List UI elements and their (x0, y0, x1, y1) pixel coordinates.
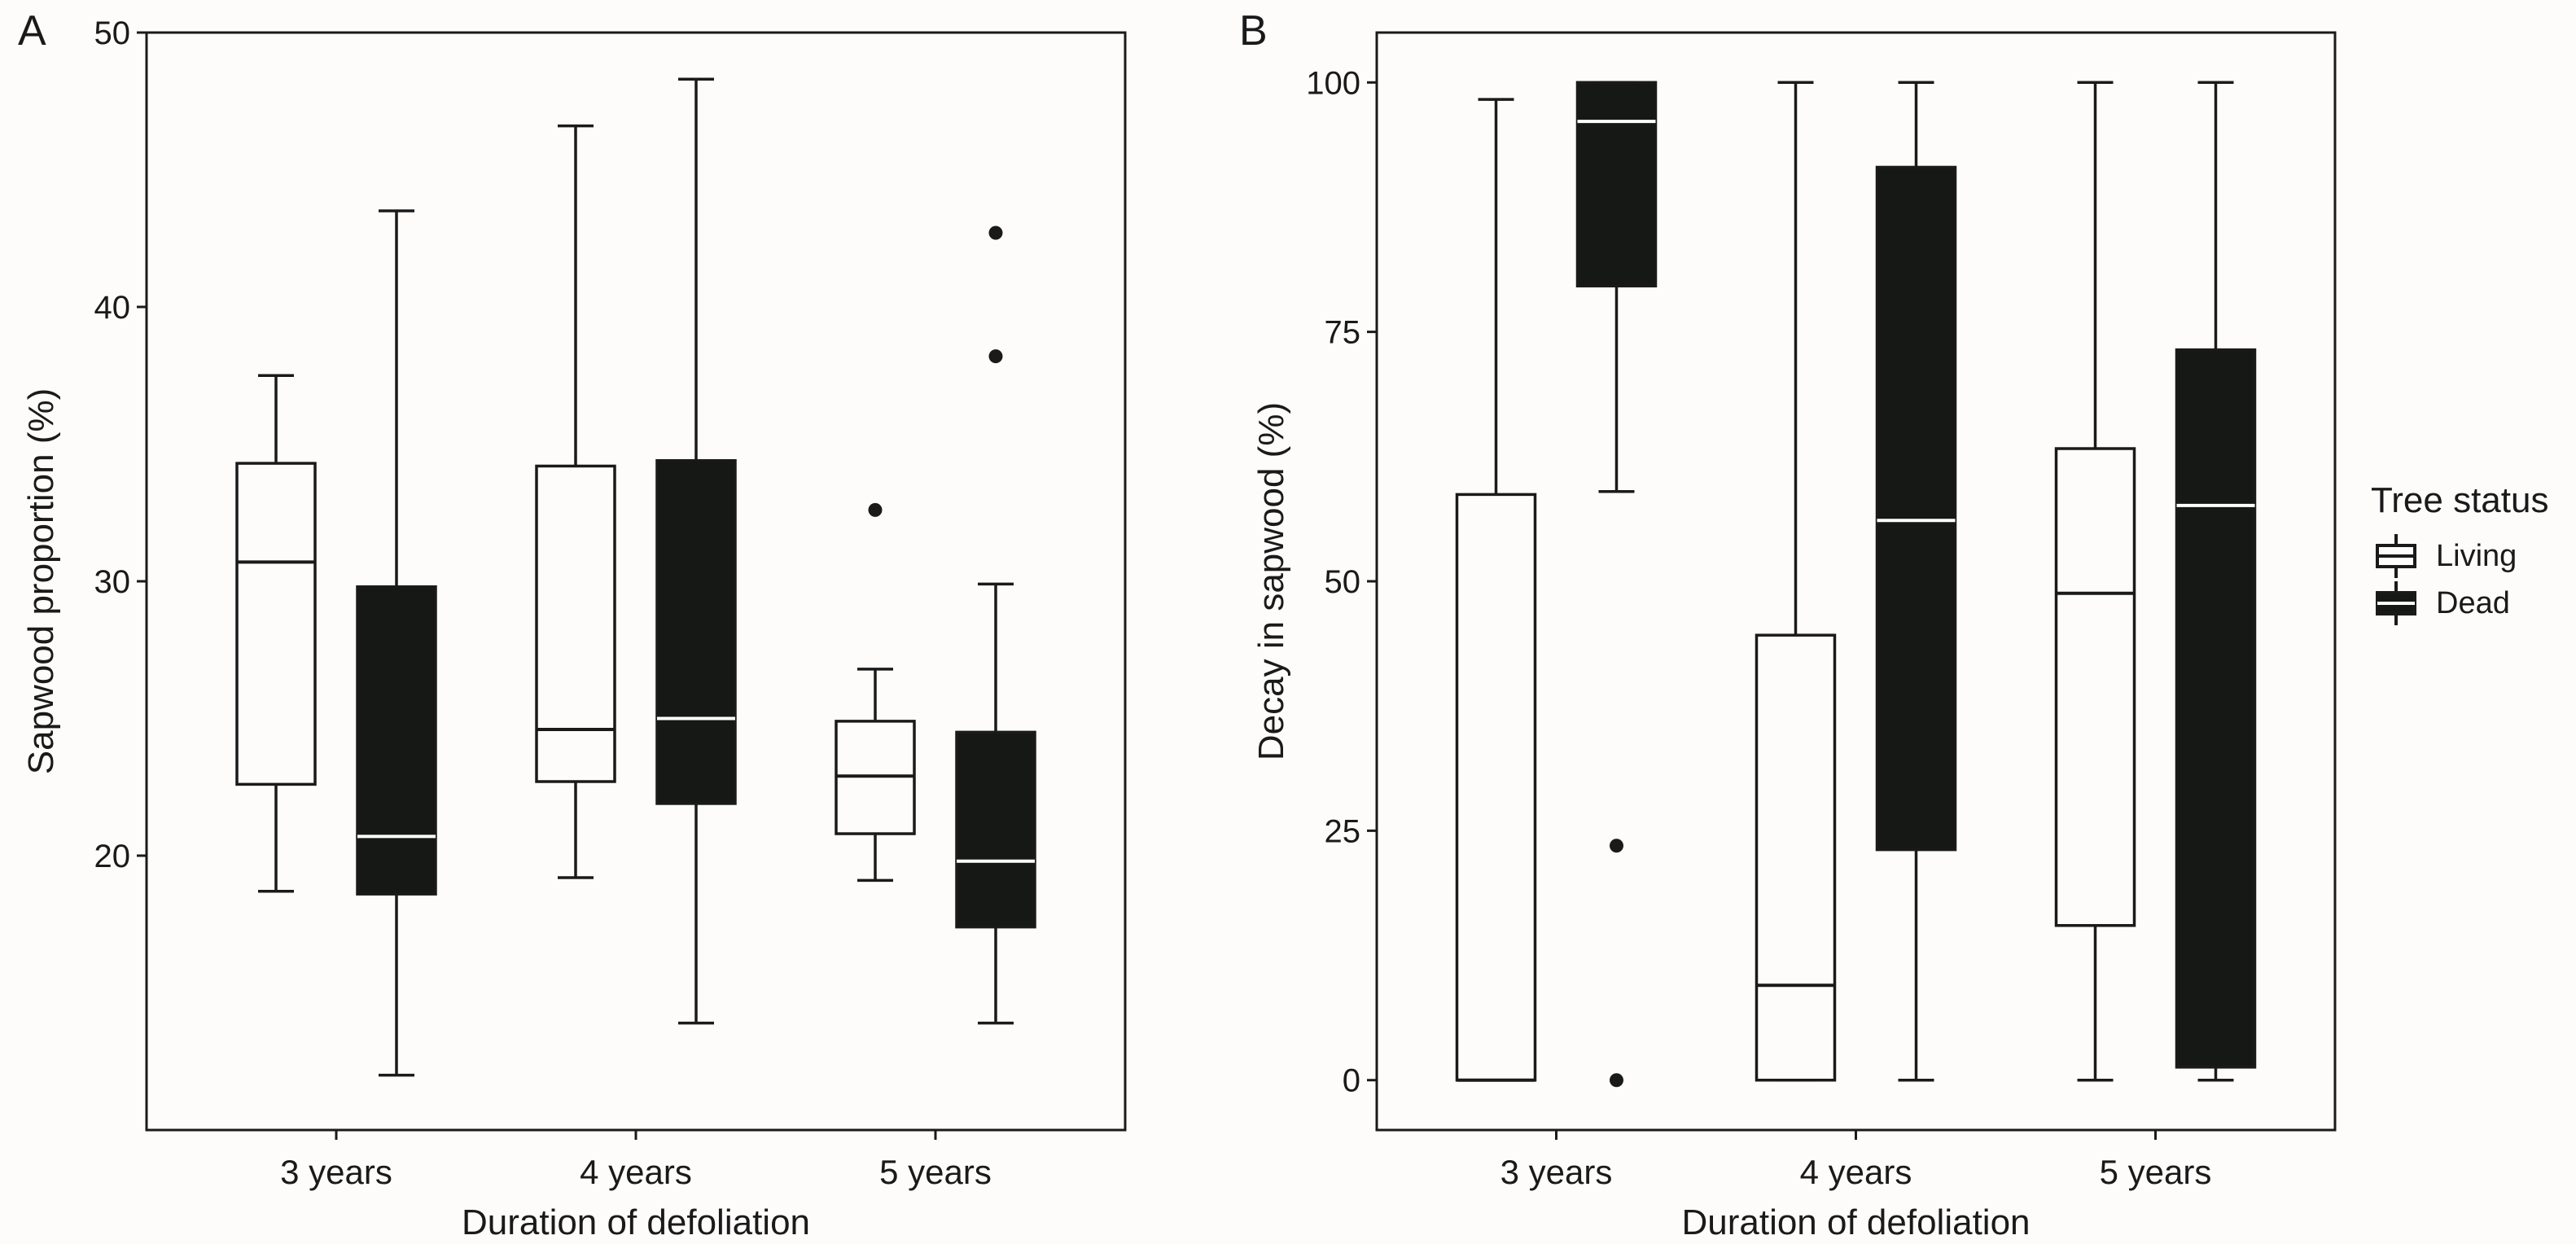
box-body (1875, 165, 1957, 852)
panel-b-box-living-0 (1455, 98, 1537, 1082)
panel-b-y-tick-label: 75 (1325, 315, 1361, 351)
panel-a-box-dead-1 (655, 77, 737, 1025)
panel-b-y-axis-title: Decay in sapwood (%) (1251, 402, 1291, 760)
legend-item-living: Living (2371, 532, 2548, 580)
panel-b-x-tick-label: 4 years (1800, 1153, 1912, 1191)
legend-label-dead: Dead (2436, 585, 2510, 620)
outlier-point (1610, 1073, 1623, 1088)
panel-b-x-axis-title: Duration of defoliation (1681, 1202, 2030, 1242)
outlier-point (1610, 839, 1623, 853)
panel-b-letter: B (1239, 7, 1268, 55)
panel-a-y-tick-label: 30 (94, 564, 131, 600)
outlier-point (868, 502, 883, 517)
panel-b-box-living-2 (2054, 81, 2136, 1082)
panel-b-box-living-1 (1755, 81, 1837, 1082)
panel-b-x-tick-label: 5 years (2100, 1153, 2212, 1191)
panel-a-y-tick-label: 40 (94, 290, 131, 326)
panel-a-box-dead-2 (955, 226, 1036, 1025)
panel-b-y-tick-label: 0 (1343, 1063, 1360, 1099)
legend-item-dead: Dead (2371, 580, 2548, 627)
panel-a-letter: A (18, 7, 46, 55)
panel-a-y-tick-label: 50 (94, 15, 131, 51)
panel-b-box-dead-1 (1875, 81, 1957, 1082)
legend-key-dead (2376, 581, 2416, 625)
outlier-point (988, 349, 1003, 364)
panel-b-box-dead-0 (1575, 81, 1658, 1088)
panel-b-y-tick-label: 50 (1325, 564, 1361, 600)
panel-a-y-tick-label: 20 (94, 839, 131, 874)
panel-a-x-axis-title: Duration of defoliation (462, 1202, 810, 1242)
legend: Tree status Living Dead (2371, 480, 2548, 627)
panel-a-x-tick-label: 3 years (280, 1153, 392, 1191)
box-body (955, 730, 1036, 929)
box-body (1455, 493, 1537, 1082)
box-body (1755, 633, 1837, 1082)
panel-a-box-living-2 (835, 502, 916, 883)
legend-title: Tree status (2371, 480, 2549, 520)
box-body (1575, 81, 1658, 288)
panel-b-y-tick-label: 25 (1325, 813, 1361, 849)
panel-a-box-living-1 (535, 124, 616, 879)
box-body (535, 464, 616, 783)
panel-a-box-living-0 (235, 374, 317, 893)
outlier-point (988, 226, 1003, 240)
legend-key-living (2376, 534, 2416, 578)
box-body (2175, 348, 2257, 1069)
panel-a-y-axis-title: Sapwood proportion (%) (21, 388, 61, 774)
box-body (2054, 447, 2136, 927)
box-body (356, 585, 437, 896)
panel-a-box-dead-0 (356, 209, 437, 1077)
panel-a-x-tick-label: 4 years (580, 1153, 692, 1191)
box-body (235, 462, 317, 786)
panel-b-y-tick-label: 100 (1306, 65, 1360, 101)
panel-b-x-tick-label: 3 years (1500, 1153, 1613, 1191)
legend-label-living: Living (2436, 538, 2517, 573)
panel-a-x-tick-label: 5 years (879, 1153, 992, 1191)
box-body (655, 458, 737, 805)
panel-b-box-dead-2 (2175, 81, 2257, 1082)
